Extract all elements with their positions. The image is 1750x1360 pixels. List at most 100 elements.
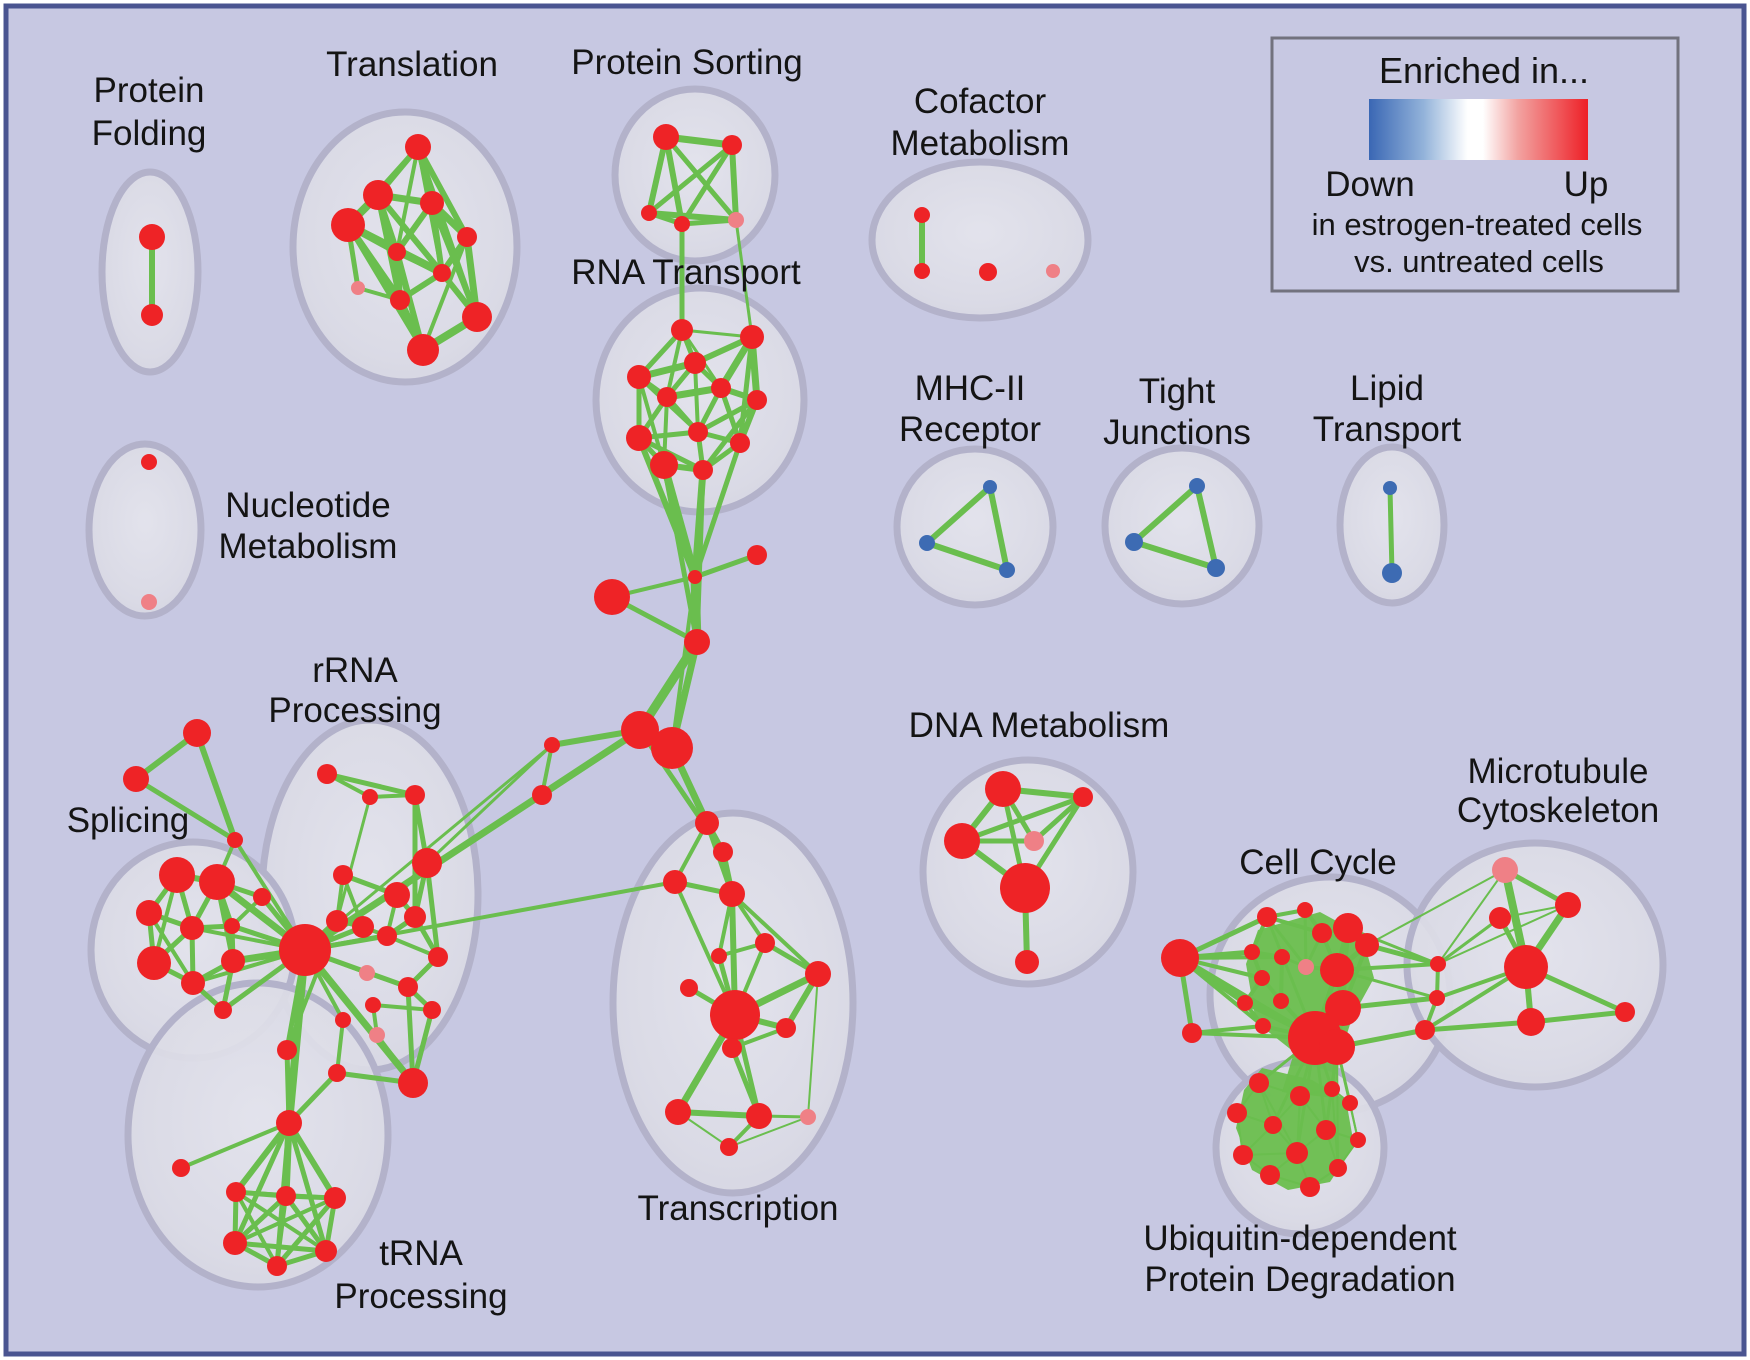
cluster-splicing-label: Splicing — [67, 801, 190, 840]
cluster-microtubule-cytoskeleton-label: Microtubule — [1468, 752, 1649, 791]
gene-set-node-q4 — [1227, 1103, 1247, 1123]
edge-u0-u1 — [179, 1121, 291, 1170]
gene-set-node-e12 — [1237, 995, 1253, 1011]
edge-a0-a2 — [194, 730, 238, 843]
gene-set-node-s4 — [728, 212, 744, 228]
gene-set-node-q0 — [1249, 1073, 1269, 1093]
edge-u3-u7 — [275, 1194, 288, 1268]
gene-set-node-q6 — [1316, 1120, 1336, 1140]
gene-set-node-r10 — [650, 451, 678, 479]
gene-set-node-nu0 — [141, 454, 157, 470]
gene-set-node-tr1 — [713, 842, 733, 862]
gene-set-node-cf2 — [979, 263, 997, 281]
gene-set-node-r3 — [627, 365, 651, 389]
edge-t4-t10 — [421, 235, 469, 352]
gene-set-node-g5 — [404, 906, 426, 928]
edge-m6-m7 — [1422, 1019, 1534, 1033]
gene-set-node-g12 — [335, 1012, 351, 1028]
legend-note-line1: in estrogen-treated cells — [1312, 207, 1643, 242]
gene-set-node-lp1 — [1382, 563, 1402, 583]
gene-set-node-m2 — [1489, 907, 1511, 929]
gene-set-node-tj2 — [1207, 559, 1225, 577]
gene-set-node-m0 — [1492, 857, 1518, 883]
gene-set-node-u4 — [324, 1187, 346, 1209]
cluster-cofactor-metabolism-ellipse — [868, 158, 1092, 322]
gene-set-node-t10 — [407, 334, 439, 366]
gene-set-node-cf1 — [914, 263, 930, 279]
edge-m1-m4 — [1437, 904, 1569, 965]
cluster-rrna-processing-label: rRNA — [312, 651, 398, 690]
cluster-translation-label: Translation — [326, 45, 498, 84]
edge-r0-r5 — [665, 328, 684, 399]
gene-set-node-q7 — [1350, 1132, 1366, 1148]
gene-set-node-p0 — [159, 857, 195, 893]
edge-e6-m4 — [1364, 942, 1441, 967]
gene-set-node-d1 — [1073, 787, 1093, 807]
gene-set-node-tr2 — [663, 870, 687, 894]
edge-r6-r7 — [695, 397, 760, 435]
gene-set-node-g16 — [277, 1040, 297, 1060]
gene-set-node-tr6 — [805, 961, 831, 987]
cluster-trna-processing-label: tRNA — [379, 1234, 463, 1273]
gene-set-node-g2 — [326, 910, 348, 932]
gene-set-node-c1 — [747, 545, 767, 565]
edge-a1-a2 — [133, 776, 238, 843]
cluster-microtubule-cytoskeleton-label: Cytoskeleton — [1457, 791, 1659, 830]
gene-set-node-tr4 — [755, 933, 775, 953]
edge-tr11-tr12 — [675, 1109, 762, 1119]
gene-set-node-e0 — [1161, 939, 1199, 977]
edge-d1-d2 — [959, 794, 1086, 844]
edge-e17-q10 — [1336, 1046, 1339, 1169]
gene-set-node-t5 — [388, 243, 406, 261]
gene-set-node-e4 — [1312, 923, 1332, 943]
gene-set-node-e5 — [1333, 913, 1363, 943]
edge-g10-g11 — [371, 1003, 434, 1012]
cluster-tight-junctions-ellipse — [1101, 444, 1263, 608]
gene-set-node-a2 — [227, 832, 243, 848]
edge-s0-s4 — [663, 134, 739, 223]
gene-set-node-tr10 — [722, 1038, 742, 1058]
edge-t0-t4 — [415, 144, 470, 240]
gene-set-node-c6 — [544, 737, 560, 753]
gene-set-node-t4 — [457, 227, 477, 247]
gene-set-node-m3 — [1504, 945, 1548, 989]
gene-set-node-g6 — [412, 848, 442, 878]
cluster-tight-junctions-label: Tight — [1139, 372, 1216, 411]
gene-set-node-tr13 — [800, 1109, 816, 1125]
gene-set-node-g15 — [328, 1064, 346, 1082]
cluster-cell-cycle-label: Cell Cycle — [1239, 843, 1397, 882]
cluster-cofactor-metabolism-label: Cofactor — [914, 82, 1047, 121]
gene-set-node-tj1 — [1125, 533, 1143, 551]
edge-tr13-tr14 — [728, 1116, 809, 1148]
edge-s0-s3 — [663, 134, 685, 227]
edge-m0-m4 — [1437, 869, 1506, 965]
gene-set-node-d5 — [1015, 950, 1039, 974]
gene-set-node-c0 — [688, 570, 702, 584]
gene-set-node-u0 — [276, 1110, 302, 1136]
edge-u0-u5 — [232, 1120, 292, 1246]
cluster-trna-processing-label: Processing — [334, 1277, 507, 1316]
cluster-transcription-label: Transcription — [638, 1189, 839, 1228]
legend-box — [1270, 36, 1680, 293]
gene-set-node-s0 — [653, 124, 679, 150]
edge-m7-m8 — [1528, 1009, 1628, 1025]
gene-set-node-d3 — [1024, 831, 1044, 851]
gene-set-node-q3 — [1342, 1095, 1358, 1111]
gene-set-node-r8 — [626, 425, 652, 451]
gene-set-node-e6 — [1355, 933, 1379, 957]
cluster-tight-junctions-label: Junctions — [1103, 413, 1251, 452]
gene-set-node-m8 — [1615, 1002, 1635, 1022]
gene-set-node-p8 — [253, 888, 271, 906]
gene-set-node-t2 — [420, 191, 444, 215]
gene-set-node-p4 — [224, 918, 240, 934]
gene-set-node-e9 — [1298, 959, 1314, 975]
gene-set-node-g9 — [398, 977, 418, 997]
gene-set-node-q12 — [1300, 1177, 1320, 1197]
gene-set-node-cf0 — [914, 207, 930, 223]
edge-r2-r7 — [693, 361, 700, 434]
gene-set-node-tr12 — [746, 1103, 772, 1129]
edge-mh1-mh2 — [924, 540, 1010, 573]
gene-set-node-a1 — [123, 766, 149, 792]
edge-c0-c5 — [670, 575, 697, 750]
gene-set-node-m5 — [1429, 990, 1445, 1006]
